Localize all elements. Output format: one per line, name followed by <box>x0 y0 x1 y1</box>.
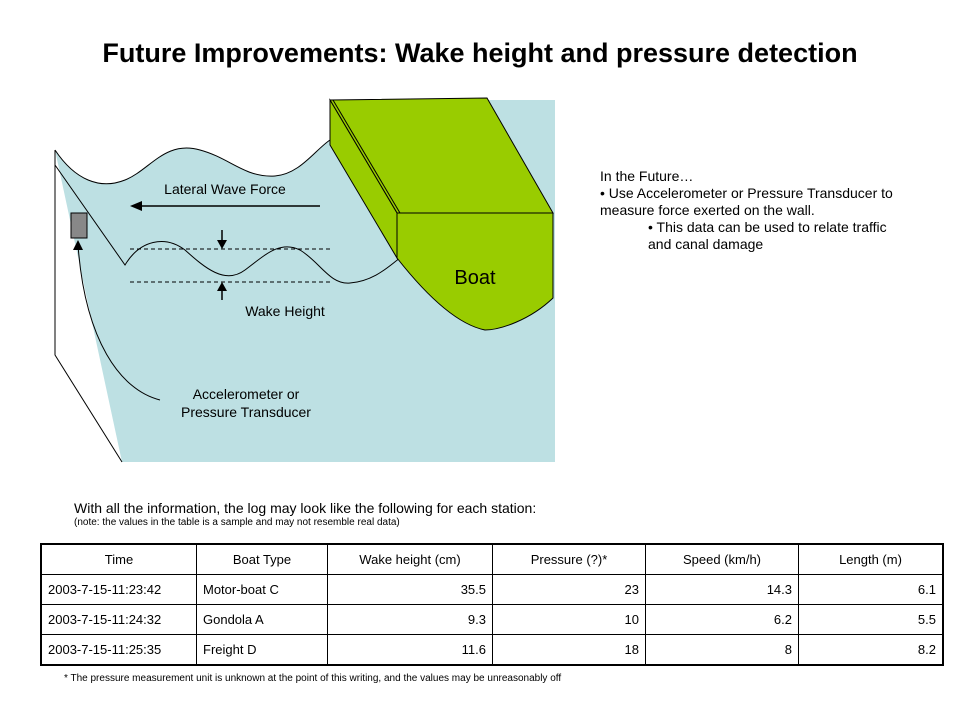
cell-pressure: 23 <box>492 574 646 605</box>
header-boat-type: Boat Type <box>196 543 328 575</box>
future-bullet-2: • This data can be used to relate traffi… <box>648 219 887 252</box>
cell-pressure: 18 <box>492 634 646 666</box>
future-heading: In the Future… <box>600 168 694 184</box>
log-intro: With all the information, the log may lo… <box>74 500 537 516</box>
cell-length: 6.1 <box>798 574 944 605</box>
wake-arrowhead-down <box>217 240 227 249</box>
cell-pressure: 10 <box>492 604 646 635</box>
sensor-box <box>70 212 88 239</box>
pressure-footnote: * The pressure measurement unit is unkno… <box>64 673 562 684</box>
cell-length: 8.2 <box>798 634 944 666</box>
table-row: 2003-7-15-11:23:42 Motor-boat C 35.5 23 … <box>40 574 944 605</box>
cell-boat-type: Motor-boat C <box>196 574 328 605</box>
table-header-row: Time Boat Type Wake height (cm) Pressure… <box>40 543 944 575</box>
table-row: 2003-7-15-11:25:35 Freight D 11.6 18 8 8… <box>40 634 944 666</box>
wake-height-label: Wake Height <box>245 303 325 319</box>
sensor-label-line1: Accelerometer or <box>193 386 300 402</box>
cell-wake-height: 9.3 <box>327 604 493 635</box>
header-wake-height: Wake height (cm) <box>327 543 493 575</box>
cell-speed: 8 <box>645 634 799 666</box>
cell-boat-type: Freight D <box>196 634 328 666</box>
header-time: Time <box>40 543 197 575</box>
future-bullet-1: • Use Accelerometer or Pressure Transduc… <box>600 185 893 218</box>
sensor-pointer-line <box>77 244 161 401</box>
lateral-force-label: Lateral Wave Force <box>164 181 286 197</box>
boat-label: Boat <box>454 267 496 289</box>
header-length: Length (m) <box>798 543 944 575</box>
boat-hull <box>396 212 554 331</box>
sensor-label-line2: Pressure Transducer <box>181 404 311 420</box>
cell-time: 2003-7-15-11:24:32 <box>40 604 197 635</box>
cell-time: 2003-7-15-11:23:42 <box>40 574 197 605</box>
cell-time: 2003-7-15-11:25:35 <box>40 634 197 666</box>
wake-arrowhead-up <box>217 282 227 291</box>
header-pressure: Pressure (?)* <box>492 543 646 575</box>
lateral-arrowhead <box>130 201 142 211</box>
future-notes: In the Future… • Use Accelerometer or Pr… <box>600 168 900 253</box>
boat-edge-line <box>332 99 401 214</box>
page-title: Future Improvements: Wake height and pre… <box>102 38 858 68</box>
header-speed: Speed (km/h) <box>645 543 799 575</box>
sensor-arrowhead <box>73 240 83 250</box>
cell-speed: 6.2 <box>645 604 799 635</box>
cell-length: 5.5 <box>798 604 944 635</box>
canal-diagram: Boat Lateral Wave Force Wake Height Acce… <box>54 97 555 463</box>
cell-wake-height: 11.6 <box>327 634 493 666</box>
log-note: (note: the values in the table is a samp… <box>74 517 400 528</box>
cell-speed: 14.3 <box>645 574 799 605</box>
table-row: 2003-7-15-11:24:32 Gondola A 9.3 10 6.2 … <box>40 604 944 635</box>
cell-wake-height: 35.5 <box>327 574 493 605</box>
canal-wall-line <box>54 139 331 185</box>
log-table: Time Boat Type Wake height (cm) Pressure… <box>40 543 944 666</box>
wake-wave-line <box>54 164 401 284</box>
cell-boat-type: Gondola A <box>196 604 328 635</box>
wall-left-line <box>54 150 123 463</box>
